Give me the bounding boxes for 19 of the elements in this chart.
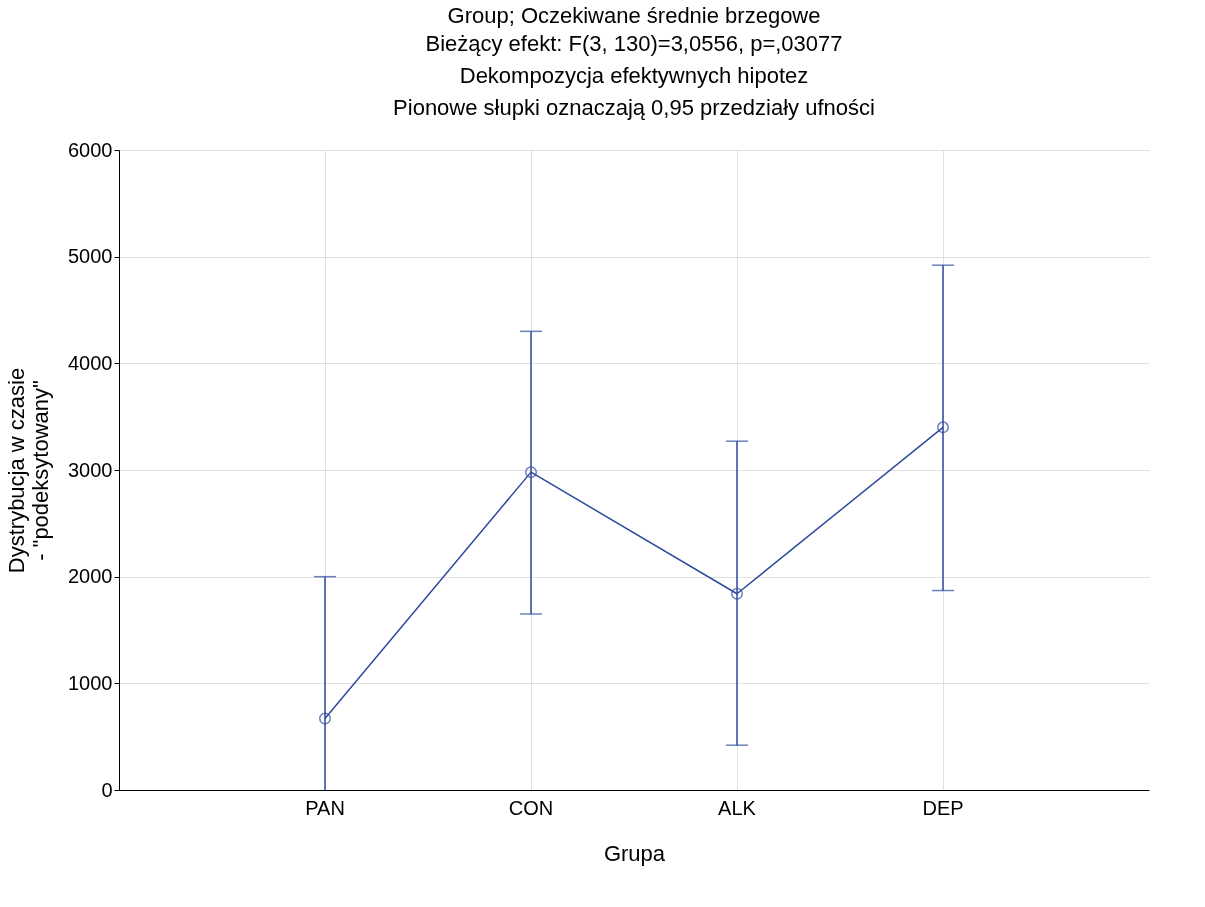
point	[319, 712, 331, 725]
x-tick-label: DEP	[922, 796, 964, 819]
y-tick-label: 4000	[68, 351, 113, 374]
point	[937, 421, 949, 434]
y-axis-title: Dystrybucja w czasie - "podeksytowany"	[4, 367, 54, 574]
x-axis-title: Grupa	[603, 840, 666, 866]
chart-title: Group; Oczekiwane średnie brzegowe	[447, 3, 821, 28]
y-tick-label: 2000	[68, 565, 113, 588]
x-tick-label: ALK	[718, 796, 757, 819]
x-tick-label: CON	[508, 796, 554, 819]
point	[525, 466, 537, 479]
point	[731, 587, 743, 600]
x-tick-label: PAN	[305, 796, 345, 819]
chart-subtitle: Bieżący efekt: F(3, 130)=3,0556, p=,03077 Dekompozycja efektywnych hipotez Pionowe słupki oznaczają 0,95 przedziały ufności	[393, 31, 875, 120]
y-tick-label: 5000	[68, 245, 113, 268]
y-tick-label: 6000	[68, 138, 113, 161]
y-tick-label: 0	[101, 778, 113, 801]
y-tick-label: 3000	[68, 458, 113, 481]
y-tick-label: 1000	[68, 671, 113, 694]
